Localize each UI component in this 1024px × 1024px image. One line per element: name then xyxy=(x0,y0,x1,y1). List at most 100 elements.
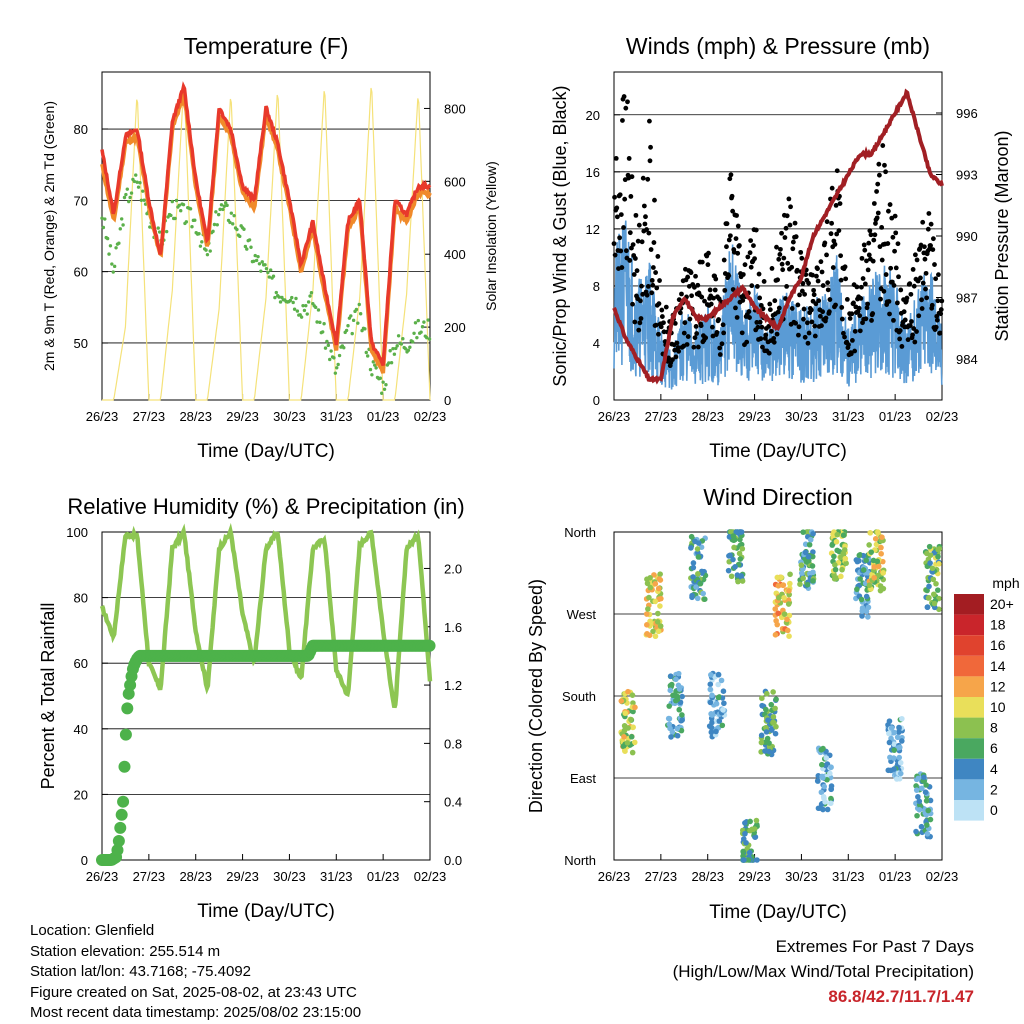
dewpoint-point xyxy=(413,321,418,325)
direction-point xyxy=(670,692,676,699)
gust-point xyxy=(618,248,624,254)
direction-point xyxy=(764,735,771,742)
gust-point xyxy=(656,331,661,337)
gust-point xyxy=(933,276,939,282)
dewpoint-point xyxy=(105,236,110,241)
wind-x-tick-label: 31/23 xyxy=(832,409,865,424)
legend-label: 16 xyxy=(990,637,1006,653)
direction-point xyxy=(828,764,834,771)
legend-label: 10 xyxy=(990,699,1006,715)
dewpoint-point xyxy=(358,312,363,316)
gust-point xyxy=(648,247,654,252)
wind-x-tick-label: 26/23 xyxy=(598,409,631,424)
direction-point xyxy=(820,806,826,813)
direction-point xyxy=(646,594,652,601)
gust-point xyxy=(648,144,653,150)
dewpoint-point xyxy=(197,232,201,236)
gust-point xyxy=(864,305,870,311)
gust-point xyxy=(796,324,802,330)
dewpoint-point xyxy=(254,258,259,263)
direction-point xyxy=(781,594,787,601)
gust-point xyxy=(763,332,769,338)
gust-point xyxy=(622,196,628,202)
temp-x-tick-label: 29/23 xyxy=(226,409,259,424)
gust-point xyxy=(623,248,629,254)
direction-point xyxy=(802,549,809,556)
direction-point xyxy=(819,773,825,780)
gust-point xyxy=(918,275,923,281)
dewpoint-point xyxy=(322,322,326,326)
direction-point xyxy=(822,799,828,805)
direction-point xyxy=(931,600,938,607)
gust-point xyxy=(863,316,869,322)
legend-label: 4 xyxy=(990,761,998,777)
dewpoint-point xyxy=(125,187,130,191)
gust-point xyxy=(788,204,793,210)
gust-point xyxy=(734,213,739,218)
direction-point xyxy=(772,705,778,712)
direction-point xyxy=(863,593,870,600)
gust-point xyxy=(643,214,648,220)
dewpoint-point xyxy=(395,344,399,348)
direction-point xyxy=(858,596,865,603)
direction-point xyxy=(804,581,811,588)
gust-point xyxy=(897,328,903,333)
dewpoint-point xyxy=(295,309,300,313)
gust-point xyxy=(784,284,790,289)
gust-point xyxy=(885,208,891,214)
direction-point xyxy=(695,571,701,577)
gust-point xyxy=(798,249,804,255)
direction-point xyxy=(668,734,674,740)
direction-point xyxy=(926,543,933,550)
direction-point xyxy=(936,606,942,613)
gust-point xyxy=(817,313,823,319)
gust-point xyxy=(793,234,799,240)
dir-x-tick-label: 01/23 xyxy=(879,869,912,884)
dewpoint-point xyxy=(229,211,234,215)
legend-swatch xyxy=(954,758,984,780)
dewpoint-point xyxy=(323,346,328,350)
gust-point xyxy=(833,202,839,208)
direction-point xyxy=(694,546,701,552)
direction-point xyxy=(715,671,722,678)
dewpoint-point xyxy=(292,307,297,311)
gust-point xyxy=(829,220,835,226)
dewpoint-point xyxy=(225,203,229,208)
dewpoint-point xyxy=(301,303,305,308)
gust-point xyxy=(847,316,853,321)
gust-point xyxy=(733,305,738,311)
gust-point xyxy=(907,281,913,287)
rh-y2-tick-label: 1.6 xyxy=(444,620,462,635)
gust-point xyxy=(861,242,867,248)
direction-point xyxy=(655,585,662,592)
gust-point xyxy=(689,293,694,299)
dewpoint-point xyxy=(394,346,398,351)
direction-point xyxy=(645,606,651,612)
direction-point xyxy=(730,556,736,563)
direction-point xyxy=(727,552,733,559)
dewpoint-point xyxy=(399,342,404,346)
dewpoint-point xyxy=(306,300,311,304)
gust-point xyxy=(746,309,752,314)
direction-point xyxy=(740,848,746,855)
gust-point xyxy=(828,231,834,237)
gust-point xyxy=(710,324,715,330)
dewpoint-point xyxy=(406,348,411,352)
direction-point xyxy=(746,849,753,856)
direction-point xyxy=(742,820,748,826)
precip-point xyxy=(114,821,127,834)
direction-point xyxy=(620,743,627,750)
wind-y2-tick-label: 984 xyxy=(956,352,978,367)
direction-point xyxy=(763,724,769,731)
gust-point xyxy=(619,265,625,270)
direction-point xyxy=(688,545,694,551)
legend-label: 8 xyxy=(990,720,998,736)
gust-point xyxy=(628,194,634,199)
gust-point xyxy=(776,256,782,262)
rh-x-tick-label: 02/23 xyxy=(414,869,447,884)
gust-point xyxy=(871,237,877,243)
direction-point xyxy=(773,617,779,624)
gust-point xyxy=(914,329,919,334)
legend-swatch xyxy=(954,635,984,656)
gust-point xyxy=(655,254,661,259)
